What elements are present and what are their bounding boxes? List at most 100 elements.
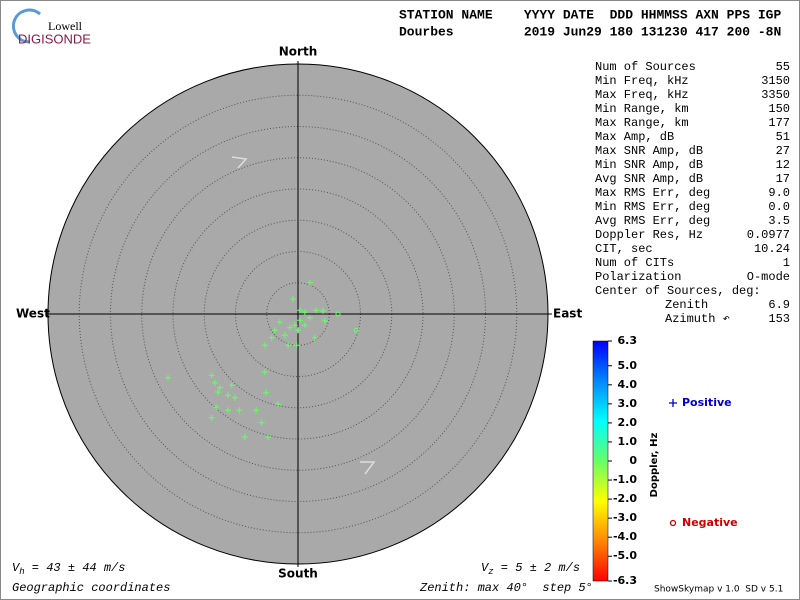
vh-symbol: V [12,561,21,575]
stat-value: 1 [783,256,790,270]
source-point [306,314,313,321]
stat-label: CIT, sec [595,242,653,256]
source-point [286,324,293,331]
velocity-chevron [360,461,376,475]
vz-text: = 5 ± 2 m/s [494,561,580,575]
source-point [293,342,300,349]
stat-value: 3350 [761,88,790,102]
source-point [253,407,260,414]
colorbar-tick-label: 6.3 [618,334,638,347]
colorbar-tick-label: 4.0 [618,378,638,391]
stat-value: 51 [776,130,790,144]
stat-label: Min Freq, kHz [595,74,689,88]
colorbar-tick-label: 5.0 [618,359,638,372]
stat-label: Max Range, km [595,116,689,130]
source-point [208,414,215,421]
stat-value: 6.9 [768,298,790,312]
source-point [301,322,308,329]
legend-label: Negative [682,516,738,529]
vh-text: = 43 ± 44 m/s [25,561,126,575]
stat-value: 55 [776,60,790,74]
stat-label: Max RMS Err, deg [595,186,710,200]
source-point [281,332,288,339]
source-point [225,392,231,399]
source-point [216,384,223,391]
stat-label: Avg SNR Amp, dB [595,172,703,186]
direction-label: East [553,307,582,321]
stat-label: Max Amp, dB [595,130,674,144]
source-point [208,372,215,379]
vz: Vz = 5 ± 2 m/s [481,561,580,577]
stat-value: 177 [768,116,790,130]
stat-value: O-mode [747,270,790,284]
coords: Geographic coordinates [12,581,170,595]
source-point [241,434,248,441]
colorbar-tick-label: -1.0 [613,473,637,486]
source-point [353,327,359,333]
logo-bottom: DIGISONDE [18,31,91,46]
source-point [231,394,238,401]
source-point [261,369,268,376]
legend-label: Positive [682,396,732,409]
source-point [275,401,281,407]
stat-label: Avg RMS Err, deg [595,214,710,228]
stat-value: 27 [776,144,790,158]
stat-label: Num of CITs [595,256,674,270]
source-point [311,334,318,341]
stat-label: Min RMS Err, deg [595,200,710,214]
source-point [228,382,235,389]
source-point [296,317,303,324]
colorbar-tick-label: -2.0 [613,492,637,505]
legend-marker [669,519,677,527]
source-point [225,407,231,414]
source-point [213,404,220,411]
stat-value: 10.24 [754,242,790,256]
source-point [215,389,221,396]
source-point [290,296,296,302]
stat-value: 0.0977 [747,228,790,242]
stat-label: Azimuth ↶ [665,312,730,326]
stat-label: Min SNR Amp, dB [595,158,703,172]
stat-value: 153 [768,312,790,326]
source-point [165,374,171,381]
colorbar [592,340,609,582]
stat-label: Doppler Res, Hz [595,228,703,242]
source-point [211,379,218,386]
stat-value: 150 [768,102,790,116]
source-point [291,322,298,329]
source-point [265,434,271,441]
source-point [261,342,268,349]
legend-marker [669,399,677,407]
source-point [236,407,243,414]
vh-sub: h [19,567,24,577]
stat-label: Max Freq, kHz [595,88,689,102]
vh: Vh = 43 ± 44 m/s [12,561,125,577]
source-point [313,307,320,314]
source-point [285,342,291,349]
direction-label: North [279,45,317,59]
source-point [276,319,283,326]
colorbar-tick-label: 1.0 [618,435,638,448]
source-point [268,334,275,341]
header-line: Dourbes 2019 Jun29 180 131230 417 200 -8… [399,24,781,39]
colorbar-tick-label: -4.0 [613,530,637,543]
zenith-scale: Zenith: max 40° step 5° [419,581,593,595]
source-point [295,327,301,334]
colorbar-tick-label: -5.0 [613,549,637,562]
stat-label: Max SNR Amp, dB [595,144,703,158]
stat-value: 9.0 [768,186,790,200]
source-point [320,307,326,314]
source-point [306,279,313,286]
direction-label: West [16,307,50,321]
velocity-chevron [231,156,248,169]
logo-top: Lowell [48,19,83,33]
stat-label: Num of Sources [595,60,696,74]
colorbar-tick-label: 2.0 [618,416,638,429]
colorbar-tick-label: -3.0 [613,511,637,524]
stat-label: Zenith [665,298,708,312]
stat-label: Min Range, km [595,102,689,116]
stat-value: 17 [776,172,790,186]
colorbar-label: Doppler, Hz [649,433,660,498]
source-point [258,419,265,426]
colorbar-tick-label: -6.3 [613,574,637,587]
